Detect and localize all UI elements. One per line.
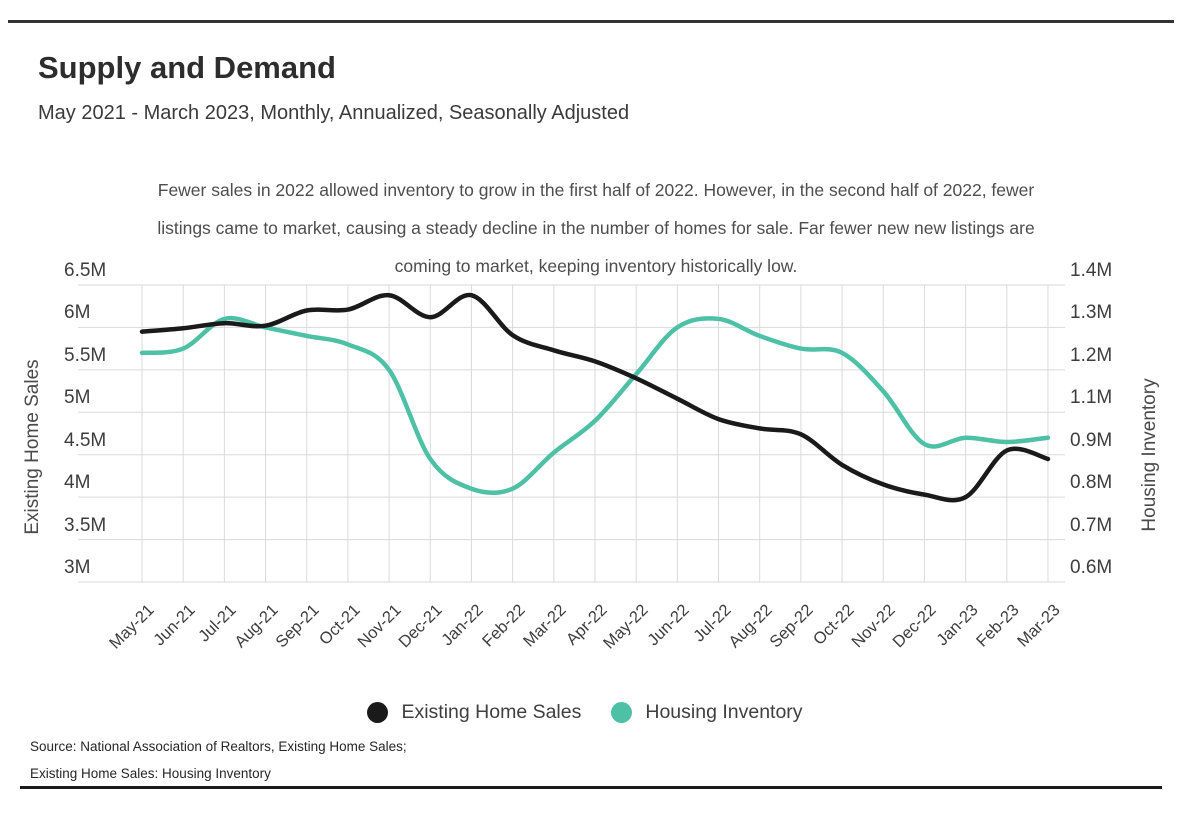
left-axis-tick: 5M (64, 387, 91, 409)
right-axis-title: Housing Inventory (1139, 378, 1160, 532)
right-axis-tick: 1.4M (1070, 260, 1113, 281)
left-axis-title: Existing Home Sales (22, 359, 43, 535)
left-axis-tick: 4.5M (64, 429, 107, 451)
existing-home-sales-line (139, 292, 1051, 503)
annotation-line: coming to market, keeping inventory hist… (394, 256, 798, 276)
right-axis-tick: 0.6M (1070, 557, 1113, 578)
bottom-divider (20, 786, 1162, 789)
annotation-line: listings came to market, causing a stead… (157, 218, 1035, 238)
top-divider (8, 20, 1174, 23)
source-line-1: Source: National Association of Realtors… (30, 739, 407, 754)
legend-label: Housing Inventory (645, 701, 803, 723)
right-axis-tick: 1.3M (1070, 302, 1113, 324)
annotation-line: Fewer sales in 2022 allowed inventory to… (157, 180, 1035, 200)
right-axis-tick: 0.8M (1070, 472, 1113, 494)
chart-subtitle: May 2021 - March 2023, Monthly, Annualiz… (38, 102, 630, 124)
chart-legend: Existing Home Sales Housing Inventory (0, 701, 1170, 724)
chart-annotation: Fewer sales in 2022 allowed inventory to… (106, 171, 1086, 285)
right-axis-tick: 0.9M (1070, 429, 1113, 451)
legend-dot-teal (611, 702, 633, 723)
left-axis-tick: 3M (64, 557, 91, 578)
source-line-2: Existing Home Sales: Housing Inventory (30, 766, 271, 781)
right-axis-tick: 1.1M (1070, 387, 1113, 409)
legend-item-existing-home-sales: Existing Home Sales (367, 701, 581, 724)
left-axis-tick: 4M (64, 472, 91, 494)
legend-label: Existing Home Sales (401, 701, 582, 723)
chart-title: Supply and Demand (38, 50, 336, 85)
right-axis-tick: 0.7M (1070, 514, 1113, 536)
left-axis-tick: 6.5M (64, 260, 107, 281)
legend-item-housing-inventory: Housing Inventory (611, 701, 803, 724)
left-axis-tick: 3.5M (64, 514, 107, 536)
legend-dot-black (367, 702, 389, 723)
left-axis-tick: 6M (64, 302, 91, 324)
left-axis-tick: 5.5M (64, 344, 107, 366)
housing-inventory-line (139, 315, 1051, 496)
right-axis-tick: 1.2M (1070, 344, 1113, 366)
